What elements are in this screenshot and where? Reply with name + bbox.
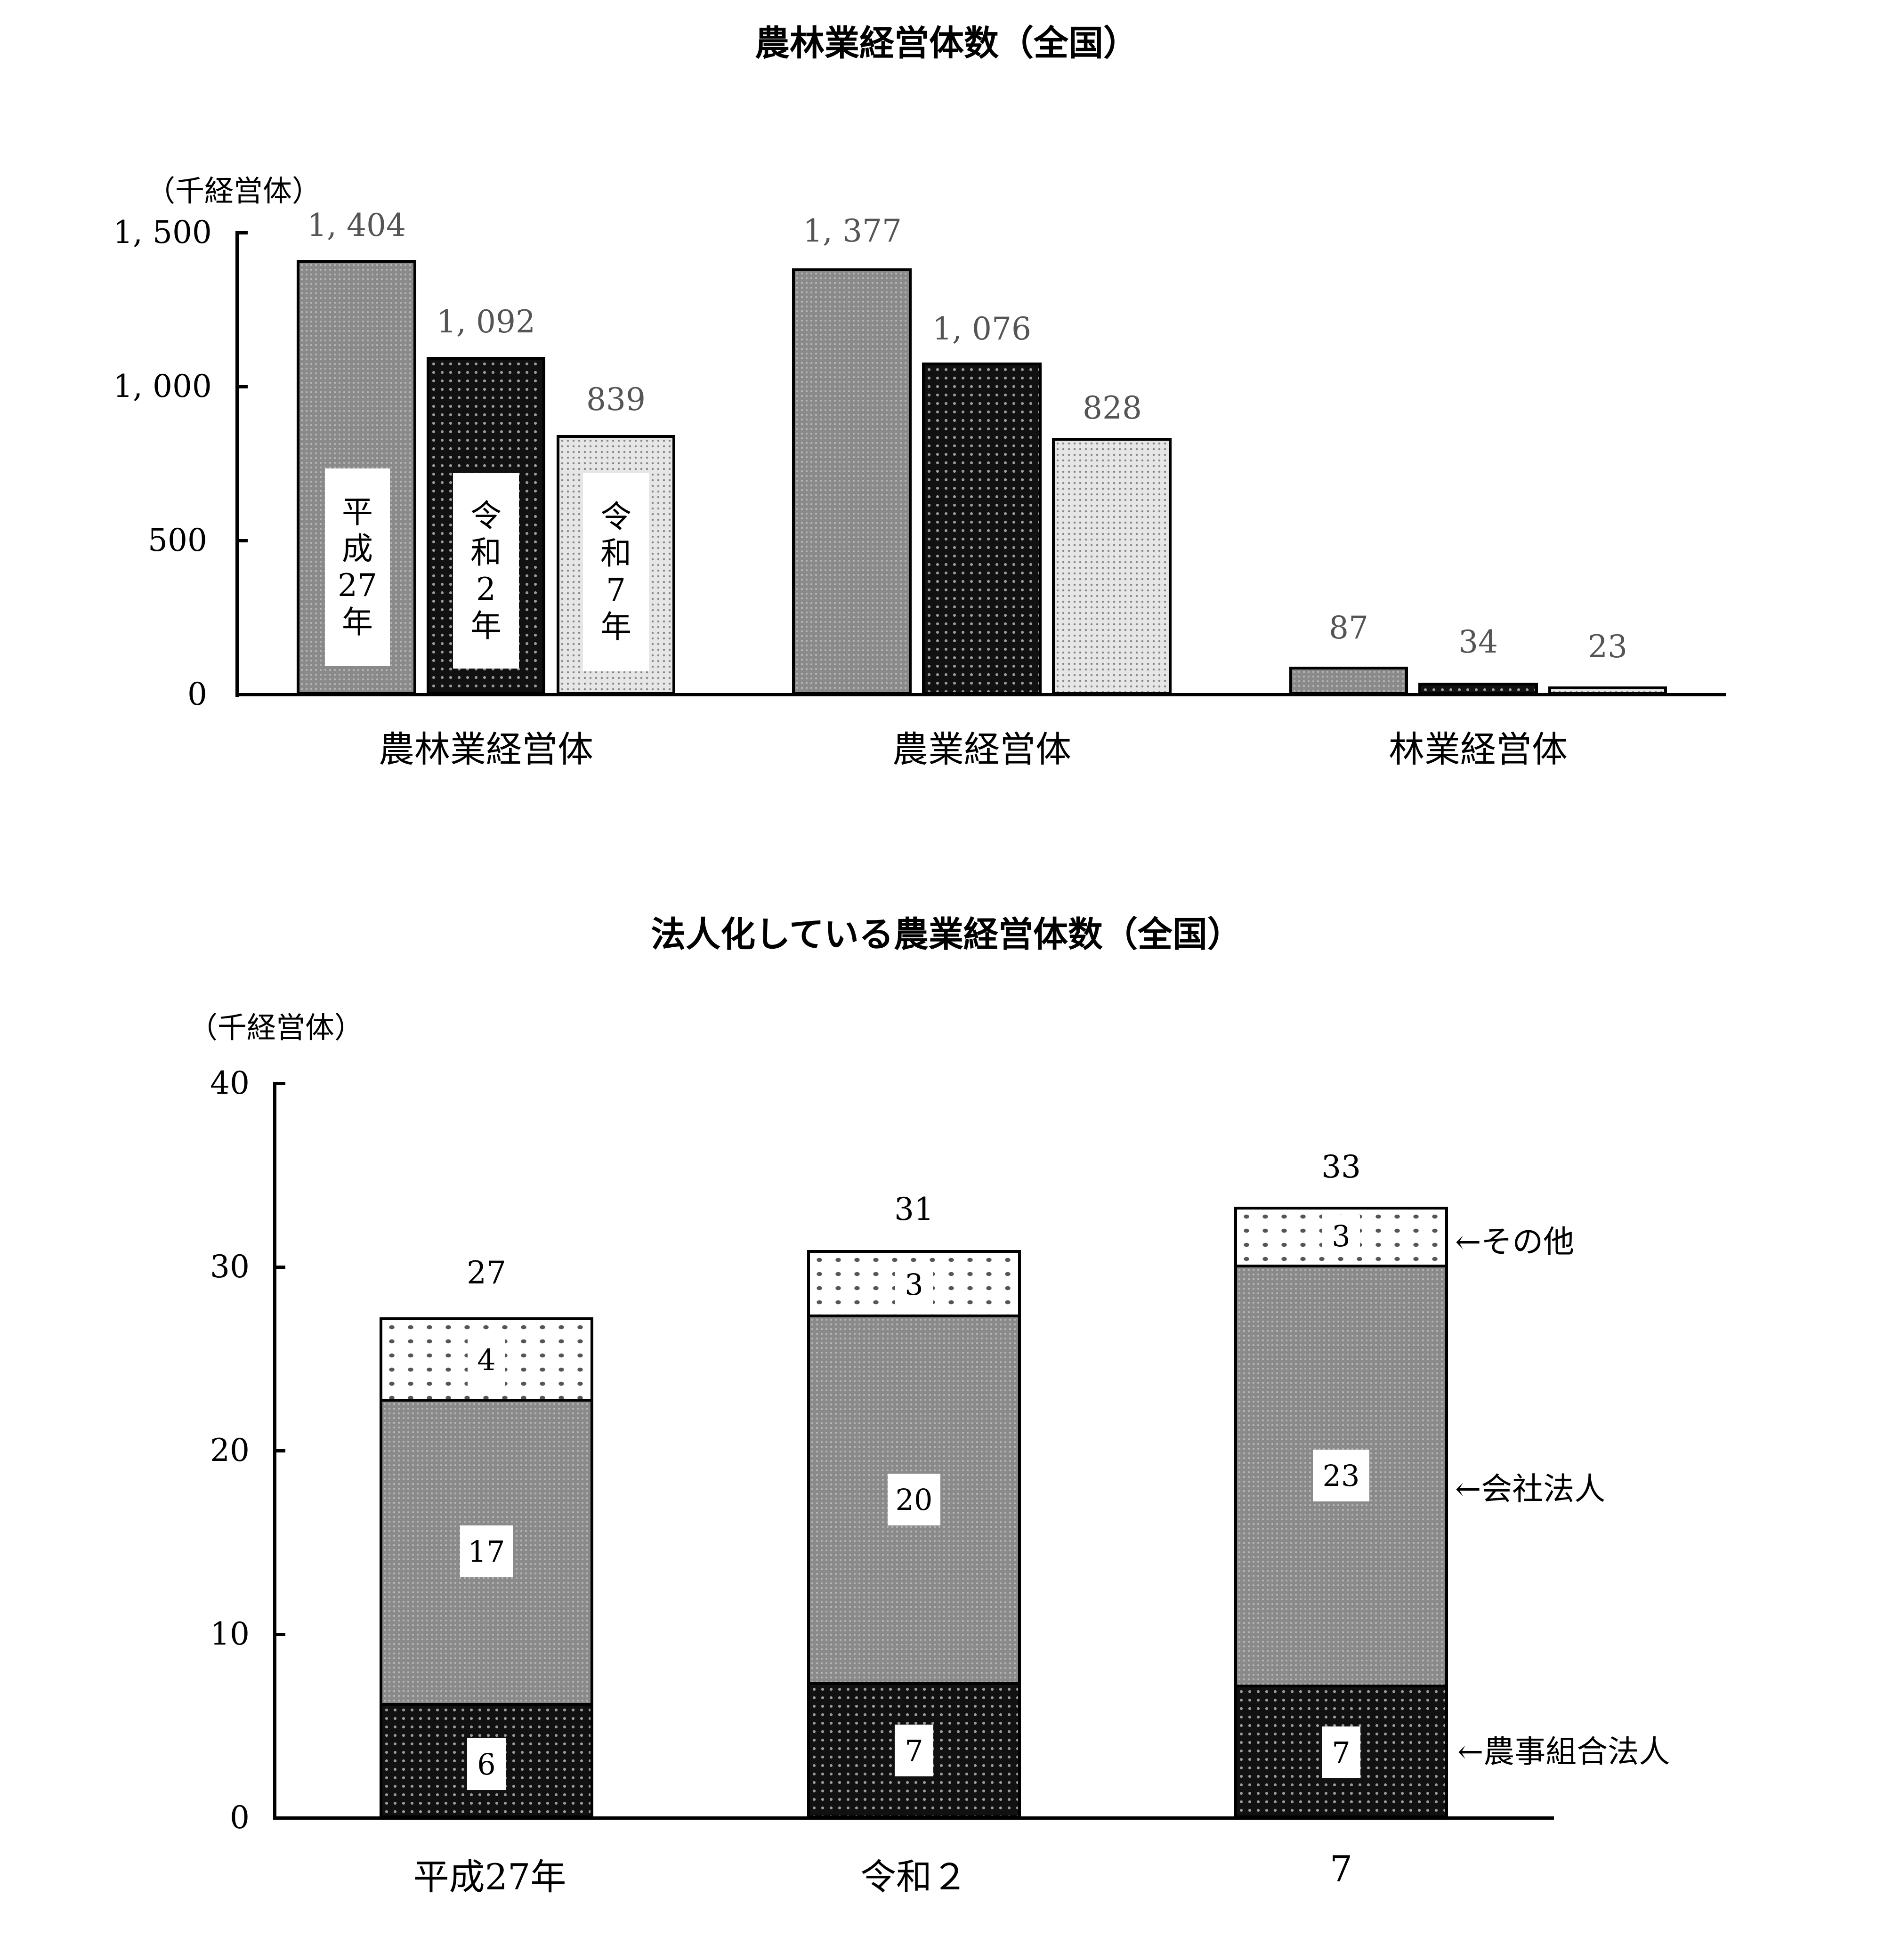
y-tick-20: 20 xyxy=(210,1432,250,1468)
total-label: 33 xyxy=(1321,1149,1361,1185)
chart1-y-axis xyxy=(235,232,239,697)
category-label: 7 xyxy=(1329,1848,1353,1890)
segment-value: 17 xyxy=(460,1525,513,1577)
y-tick-mark xyxy=(273,1633,285,1636)
y-tick-0: 0 xyxy=(187,676,207,712)
y-tick-mark xyxy=(273,1266,285,1269)
legend-other: ←その他 xyxy=(1455,1224,1575,1260)
bar-farm-r7 xyxy=(1052,438,1172,695)
segment-value: 7 xyxy=(895,1725,933,1776)
segment-value: 3 xyxy=(895,1263,933,1306)
segment-value: 7 xyxy=(1322,1726,1360,1778)
value-label: 1, 092 xyxy=(437,304,535,340)
value-label: 1, 076 xyxy=(932,311,1031,347)
y-tick-mark xyxy=(235,385,248,388)
bar-forestry-r2 xyxy=(1418,683,1538,695)
y-tick-40: 40 xyxy=(210,1065,250,1101)
y-tick-0: 0 xyxy=(230,1799,250,1836)
y-tick-mark xyxy=(273,1082,285,1085)
y-tick-10: 10 xyxy=(210,1616,250,1652)
y-tick-mark xyxy=(235,539,248,542)
bar-forestry-h27 xyxy=(1289,667,1408,695)
total-label: 31 xyxy=(894,1191,934,1227)
total-label: 27 xyxy=(467,1255,506,1291)
legend-company: ←会社法人 xyxy=(1455,1471,1606,1507)
category-label: 令和２ xyxy=(860,1856,968,1898)
chart2-title: 法人化している農業経営体数（全国） xyxy=(651,914,1242,955)
y-tick-mark xyxy=(235,231,248,234)
y-tick-30: 30 xyxy=(210,1249,250,1285)
segment-value: 4 xyxy=(468,1334,505,1386)
value-label: 839 xyxy=(586,381,646,418)
bar-forestry-r7 xyxy=(1548,686,1667,695)
value-label: 828 xyxy=(1083,390,1142,426)
value-label: 1, 377 xyxy=(803,213,902,249)
value-label: 1, 404 xyxy=(307,207,406,243)
y-tick-mark xyxy=(273,1449,285,1452)
category-label: 農業経営体 xyxy=(892,728,1071,770)
y-tick-1500: 1, 500 xyxy=(113,214,212,250)
series-label-h27: 平成 27 年 xyxy=(325,468,390,666)
y-tick-1000: 1, 000 xyxy=(113,368,212,404)
category-label: 平成27年 xyxy=(413,1856,566,1898)
segment-value: 3 xyxy=(1322,1215,1360,1257)
segment-value: 23 xyxy=(1313,1450,1369,1501)
segment-value: 6 xyxy=(467,1738,506,1790)
value-label: 23 xyxy=(1588,629,1627,665)
chart1-title: 農林業経営体数（全国） xyxy=(755,23,1138,64)
bar-farm-h27 xyxy=(792,268,912,695)
value-label: 34 xyxy=(1458,624,1498,660)
bar-farm-r2 xyxy=(922,363,1042,695)
segment-value: 20 xyxy=(888,1474,940,1525)
category-label: 林業経営体 xyxy=(1389,728,1568,770)
chart2-y-unit-label: （千経営体） xyxy=(188,1010,364,1045)
y-tick-500: 500 xyxy=(148,522,207,558)
legend-cooperative: ←農事組合法人 xyxy=(1457,1734,1670,1770)
value-label: 87 xyxy=(1329,610,1368,646)
chart1-y-unit-label: （千経営体） xyxy=(146,174,322,208)
category-label: 農林業経営体 xyxy=(379,728,593,770)
